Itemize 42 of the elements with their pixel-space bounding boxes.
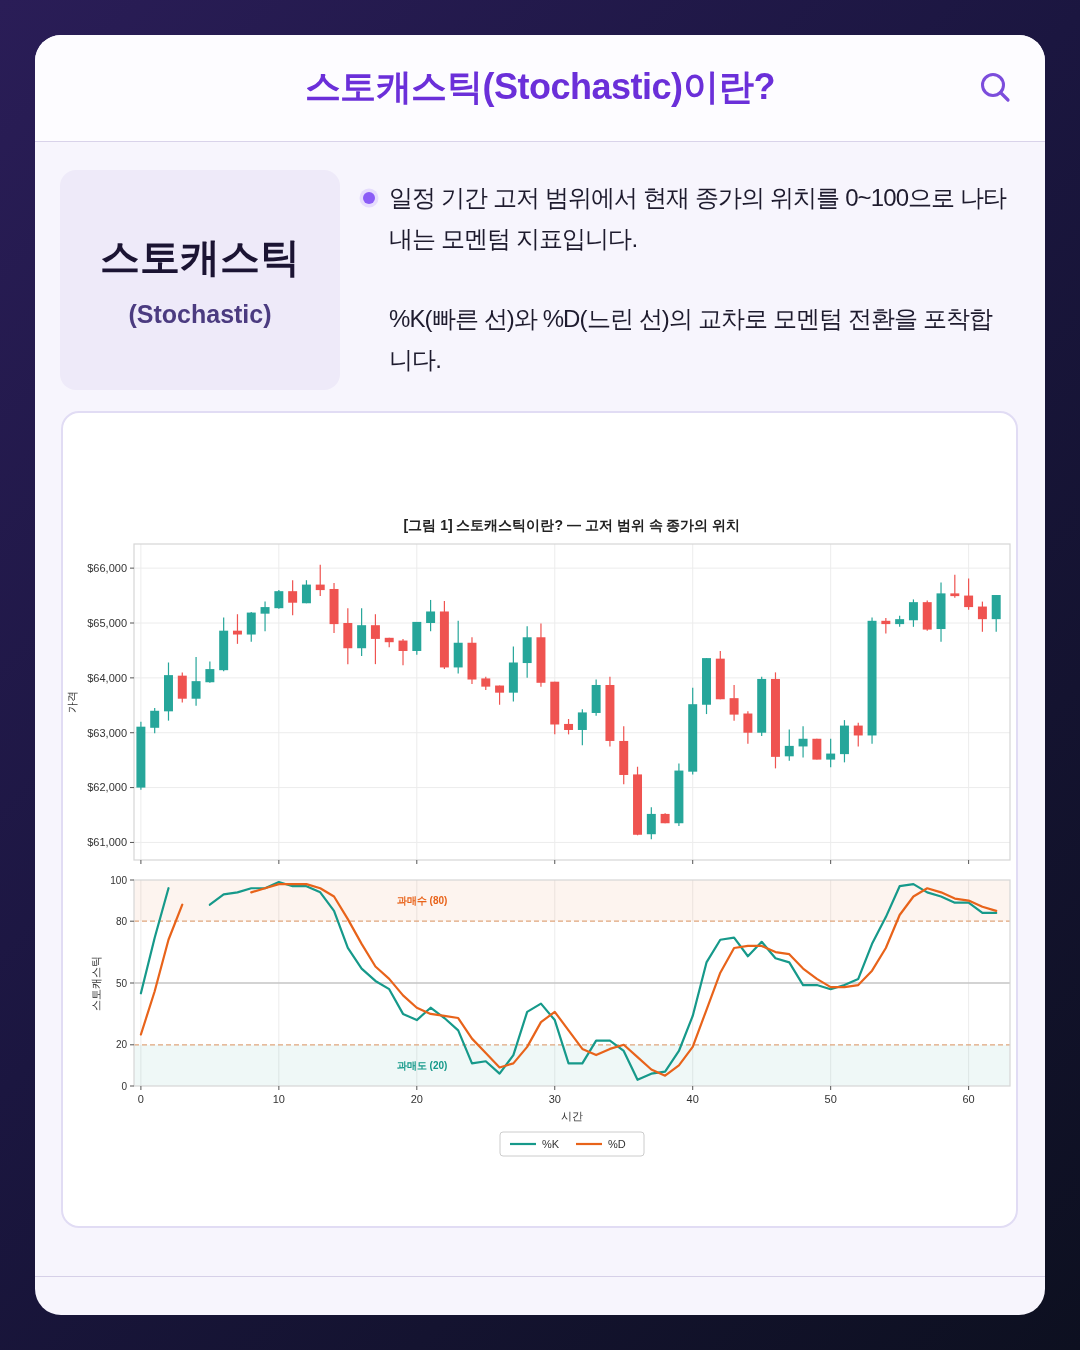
y-axis-title: 가격 bbox=[66, 691, 78, 713]
candlestick bbox=[826, 738, 836, 768]
candlestick bbox=[784, 728, 794, 762]
candlestick bbox=[177, 671, 187, 704]
candlestick bbox=[950, 574, 960, 599]
candlestick bbox=[288, 579, 298, 616]
text: 스토캐스틱(Stochastic)이란? bbox=[304, 65, 776, 109]
y-tick-label: $61,000 bbox=[87, 836, 127, 849]
y-tick-label: $62,000 bbox=[87, 781, 127, 794]
candlestick bbox=[729, 684, 739, 722]
candlestick bbox=[232, 613, 242, 645]
candlestick bbox=[908, 598, 918, 628]
y-tick-label: 100 bbox=[110, 874, 128, 886]
text: %K(빠른 선)와 %D(느린 선)의 교차로 모멘텀 전환을 포착합니다. bbox=[389, 304, 994, 375]
candlestick bbox=[370, 613, 380, 665]
x-tick-label: 40 bbox=[686, 1093, 699, 1105]
candlestick bbox=[246, 611, 256, 643]
candlestick bbox=[743, 710, 753, 745]
x-tick-label: 50 bbox=[824, 1093, 837, 1105]
text: (Stochastic) bbox=[127, 299, 273, 330]
candlestick bbox=[260, 601, 270, 632]
candlestick bbox=[274, 589, 284, 610]
x-tick-label: 60 bbox=[962, 1093, 975, 1105]
y-tick-label: $63,000 bbox=[87, 726, 127, 739]
candlestick bbox=[191, 656, 201, 707]
text: 스토캐스틱 bbox=[99, 234, 301, 281]
chart-title: [그림 1] 스토캐스틱이란? — 고저 범위 속 종가의 위치 bbox=[403, 517, 741, 533]
candlestick bbox=[205, 660, 215, 684]
text: 일정 기간 고저 범위에서 현재 종가의 위치를 0~100으로 나타내는 모멘텀 지표입니다. bbox=[389, 183, 1008, 254]
y-tick-label: $66,000 bbox=[87, 561, 127, 574]
y-tick-label: $64,000 bbox=[87, 671, 127, 684]
candlestick bbox=[977, 601, 987, 633]
candlestick bbox=[357, 607, 367, 657]
candlestick bbox=[577, 708, 587, 746]
candlestick bbox=[798, 725, 808, 759]
y-tick-label: $65,000 bbox=[87, 616, 127, 629]
candlestick bbox=[853, 722, 863, 748]
candlestick bbox=[646, 806, 656, 840]
candlestick bbox=[150, 707, 160, 734]
candlestick bbox=[315, 564, 325, 597]
candlestick bbox=[426, 599, 436, 632]
candlestick bbox=[964, 577, 974, 611]
